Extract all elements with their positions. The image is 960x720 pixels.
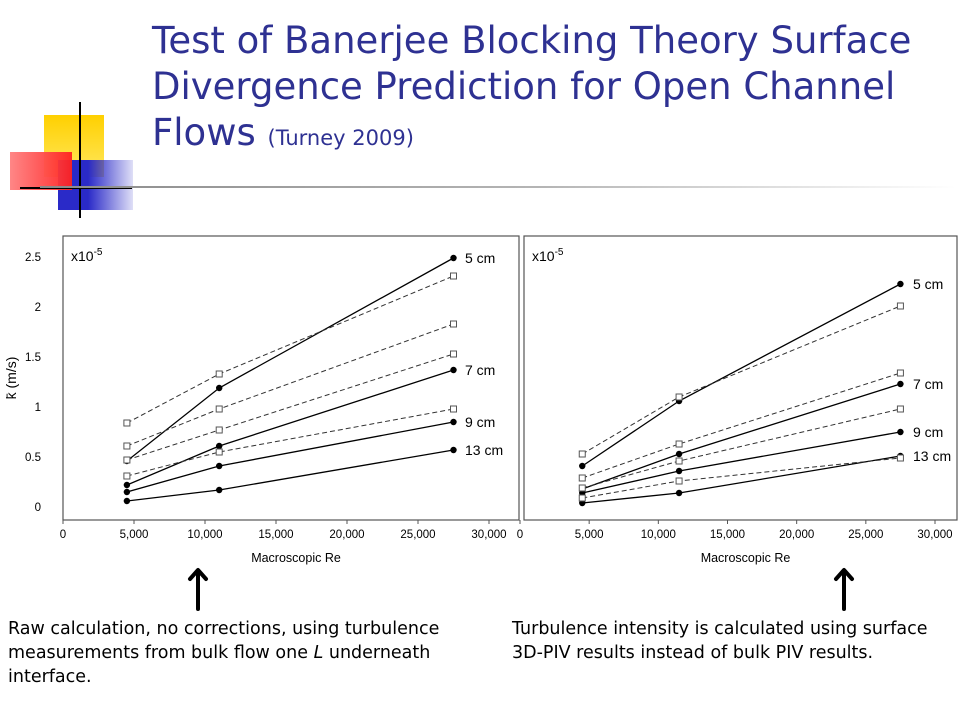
x-tick-label: 0	[60, 529, 66, 541]
data-point-circle	[123, 481, 131, 489]
data-point-square	[675, 457, 683, 465]
data-point-circle	[216, 384, 223, 392]
deco-horizontal-line	[20, 187, 132, 189]
data-point-circle	[216, 462, 223, 470]
data-point-circle	[216, 442, 223, 450]
data-point-circle	[450, 366, 457, 374]
data-point-circle	[897, 380, 904, 388]
chart-panel-1: x10-5 0 5,000 10,000 15,000 20,000 25,000 30,00…	[3, 235, 520, 565]
y-tick-label: 2	[35, 302, 41, 314]
series-label: 13 cm	[913, 448, 951, 464]
data-point-square	[123, 442, 131, 450]
x-tick-label: 15,000	[258, 529, 293, 541]
plot-frame	[523, 235, 958, 521]
x-axis-label: Macroscopic Re	[701, 551, 791, 565]
y-tick-label: 1	[35, 402, 41, 414]
data-point-circle	[450, 446, 457, 454]
data-point-circle	[675, 467, 683, 475]
data-point-square	[578, 494, 586, 502]
right-up-arrow-icon	[834, 568, 854, 611]
data-point-square	[578, 484, 586, 492]
charts-svg: x10-50 5,000 10,000 15,000 20,000 25,000 30,00…	[3, 235, 958, 565]
y-tick-label: 1.5	[25, 352, 41, 364]
y-tick-label: 0	[35, 502, 41, 514]
data-point-circle	[675, 450, 683, 458]
data-point-square	[450, 272, 457, 280]
series-label: 5 cm	[465, 250, 495, 266]
x-tick-label: 5,000	[120, 529, 149, 541]
data-point-circle	[450, 418, 457, 426]
data-point-square	[675, 440, 683, 448]
series-label: 7 cm	[913, 376, 943, 392]
x-tick-label: 0	[517, 529, 523, 541]
data-point-circle	[450, 254, 457, 262]
x-axis-label: Macroscopic Re	[251, 551, 341, 565]
caption-left: Raw calculation, no corrections, using t…	[8, 619, 440, 687]
slide-title: Test of Banerjee Blocking Theory Surface…	[152, 18, 952, 161]
caption-left-italic: L	[313, 643, 324, 663]
chart-panel-2: x10-5 0 5,000 10,000 15,000 20,000 25,000 30,00…	[517, 235, 958, 565]
y-axis-label: k̄ (m/s)	[3, 357, 19, 400]
data-point-square	[450, 350, 457, 358]
x-tick-label: 30,000	[471, 529, 506, 541]
y-tick-label: 2.5	[25, 252, 41, 264]
slide-title-main: Test of Banerjee Blocking Theory Surface…	[152, 19, 912, 154]
data-point-square	[578, 450, 586, 458]
series-label: 7 cm	[465, 362, 495, 378]
slide-title-citation: (Turney 2009)	[267, 126, 414, 150]
y-tick-label: 0.5	[25, 452, 41, 464]
multiplier-label: x10-5	[71, 247, 103, 264]
data-point-square	[450, 405, 457, 413]
deco-red-square	[10, 152, 72, 190]
data-point-square	[215, 426, 223, 434]
data-point-square	[675, 393, 683, 401]
data-point-square	[215, 448, 223, 456]
data-point-circle	[897, 428, 904, 436]
data-point-square	[896, 454, 904, 462]
data-point-circle	[123, 497, 131, 505]
data-point-square	[123, 472, 131, 480]
x-tick-label: 25,000	[400, 529, 435, 541]
x-tick-label: 20,000	[329, 529, 364, 541]
data-point-square	[578, 474, 586, 482]
data-point-square	[450, 320, 457, 328]
data-point-square	[123, 419, 131, 427]
data-point-circle	[123, 488, 131, 496]
series-label: 9 cm	[913, 424, 943, 440]
data-point-square	[896, 302, 904, 310]
deco-vertical-line	[79, 102, 81, 218]
data-point-circle	[579, 462, 586, 470]
series-line-dashed	[582, 372, 901, 479]
series-label: 5 cm	[913, 276, 943, 292]
data-point-circle	[216, 486, 223, 494]
data-point-square	[896, 369, 904, 377]
data-point-square	[123, 456, 131, 464]
x-tick-label: 15,000	[710, 529, 745, 541]
data-point-circle	[675, 489, 683, 497]
left-up-arrow-icon	[188, 568, 208, 611]
series-label: 9 cm	[465, 414, 495, 430]
data-point-circle	[897, 280, 904, 288]
caption-right: Turbulence intensity is calculated using…	[512, 619, 928, 663]
x-tick-label: 30,000	[917, 529, 952, 541]
data-point-square	[215, 370, 223, 378]
data-point-square	[896, 405, 904, 413]
title-underline	[40, 186, 956, 188]
series-label: 13 cm	[465, 442, 503, 458]
x-tick-label: 20,000	[779, 529, 814, 541]
x-tick-label: 10,000	[187, 529, 222, 541]
multiplier-label: x10-5	[532, 247, 564, 264]
x-tick-label: 5,000	[575, 529, 604, 541]
x-tick-label: 25,000	[848, 529, 883, 541]
data-point-square	[675, 477, 683, 485]
x-tick-label: 10,000	[641, 529, 676, 541]
data-point-square	[215, 405, 223, 413]
